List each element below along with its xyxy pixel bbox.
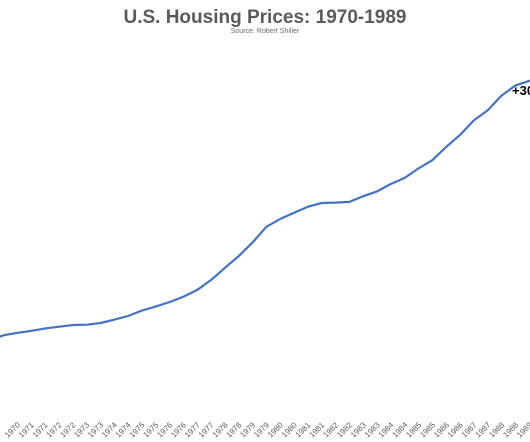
series-line-0 [0,79,530,338]
line-layer [0,79,530,338]
x-tick-labels: 1970197119711972197219731973197419741975… [3,420,530,439]
annotation-layer: +30 [512,83,530,98]
chart-subtitle: Source: Robert Shiller [230,28,300,35]
annotation-label: +30 [512,83,530,98]
chart-title: U.S. Housing Prices: 1970-1989 [123,7,407,28]
x-tick-label: 1989 [515,420,530,439]
